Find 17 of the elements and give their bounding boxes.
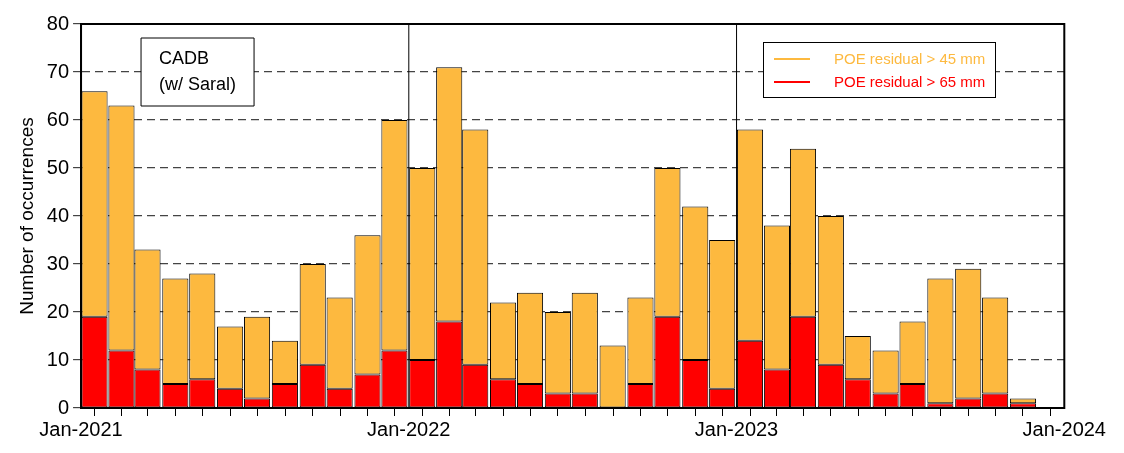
y-tick-label: 60 xyxy=(46,107,70,130)
x-tick-label: Jan-2021 xyxy=(39,417,123,440)
annotation: CADB (w/ Saral) xyxy=(159,47,237,94)
x-tick-label: Jan-2023 xyxy=(694,417,779,440)
y-tick-label: 0 xyxy=(57,395,70,418)
x-tick-label: Jan-2022 xyxy=(367,417,451,440)
y-tick-label: 50 xyxy=(46,155,70,178)
y-tick-label: 30 xyxy=(46,251,70,274)
y-tick-label: 20 xyxy=(46,299,70,322)
legend-label: POE residual > 45 mm xyxy=(834,50,986,67)
y-tick-label: 70 xyxy=(46,59,70,82)
y-tick-label: 80 xyxy=(46,11,70,34)
y-axis-title: Number of occurrences xyxy=(15,117,37,315)
legend-label: POE residual > 65 mm xyxy=(834,73,986,90)
x-tick-label: Jan-2024 xyxy=(1022,417,1106,440)
y-tick-label: 40 xyxy=(46,203,70,226)
y-tick-label: 10 xyxy=(46,347,70,370)
